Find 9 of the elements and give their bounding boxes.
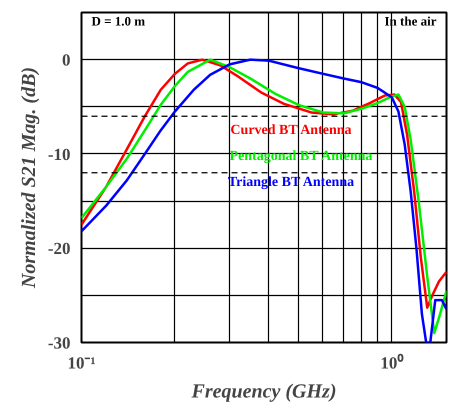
x-tick-label: 10⁻¹ [67, 354, 96, 372]
x-axis-title: Frequency (GHz) [190, 380, 336, 402]
y-tick-label: -20 [48, 239, 71, 258]
annotation: D = 1.0 m [92, 14, 146, 28]
x-tick-label: 10⁰ [380, 354, 404, 372]
y-tick-label: -30 [48, 334, 71, 352]
y-tick-label: -10 [48, 144, 71, 164]
y-axis-title: Normalized S21 Mag. (dB) [18, 66, 40, 290]
y-tick-label: 0 [62, 50, 70, 70]
